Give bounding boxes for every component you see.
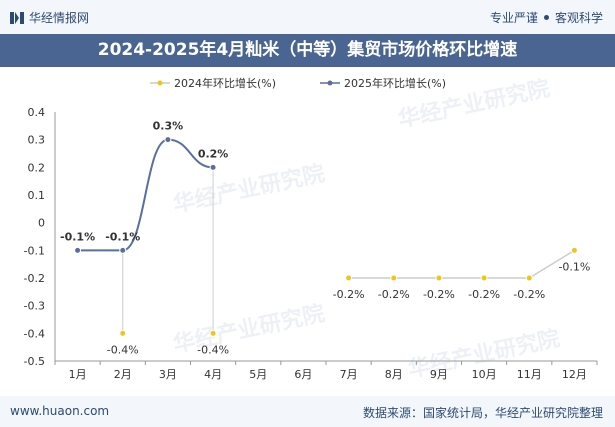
y-tick-label: 0.2 bbox=[28, 161, 46, 174]
y-tick-label: -0.4 bbox=[24, 327, 45, 340]
dot-icon bbox=[543, 15, 549, 20]
series-2024-point bbox=[345, 274, 353, 282]
series-2024-label: -0.2% bbox=[333, 288, 365, 301]
legend-label: 2025年环比增长(%) bbox=[344, 76, 446, 90]
series-2025-label: 0.2% bbox=[198, 147, 229, 160]
series-2025-point bbox=[74, 246, 82, 254]
series-2024-label: -0.4% bbox=[197, 343, 229, 356]
chart-title: 2024-2025年4月籼米（中等）集贸市场价格环比增速 bbox=[0, 34, 615, 67]
svg-text:华经产业研究院: 华经产业研究院 bbox=[171, 160, 327, 217]
series-2024-label: -0.2% bbox=[423, 288, 455, 301]
series-2025-label: 0.3% bbox=[153, 120, 184, 133]
y-tick-label: 0.3 bbox=[28, 134, 46, 147]
series-2024-line bbox=[348, 249, 575, 279]
series-2024-label: -0.1% bbox=[558, 260, 590, 273]
series-2025-point bbox=[164, 136, 172, 144]
logo-icon bbox=[10, 11, 24, 24]
series-2024-point bbox=[435, 274, 443, 282]
x-tick-label: 5月 bbox=[249, 368, 267, 381]
series-lines bbox=[77, 138, 575, 334]
series-2024-label: -0.2% bbox=[378, 288, 410, 301]
series-2024-label: -0.2% bbox=[513, 288, 545, 301]
x-tick-label: 12月 bbox=[562, 368, 587, 381]
x-tick-label: 6月 bbox=[294, 368, 312, 381]
brand: 华经情报网 bbox=[10, 9, 89, 26]
footer: www.huaon.com 数据来源：国家统计局，华经产业研究院整理 bbox=[0, 396, 615, 427]
y-axis: 0.4 0.3 0.2 0.1 0 -0.1 -0.2 -0.3 -0.4 -0.5 bbox=[24, 106, 56, 368]
x-tick-label: 7月 bbox=[340, 368, 358, 381]
y-tick-label: -0.5 bbox=[24, 355, 45, 368]
x-tick-label: 4月 bbox=[204, 368, 222, 381]
x-axis: 1月 2月 3月 4月 5月 6月 7月 8月 9月 10月 11月 12月 bbox=[54, 360, 598, 381]
x-tick-label: 10月 bbox=[472, 368, 497, 381]
legend-marker bbox=[157, 80, 163, 86]
x-tick-label: 11月 bbox=[517, 368, 542, 381]
legend-label: 2024年环比增长(%) bbox=[174, 76, 276, 90]
watermark: 华经产业研究院 华经产业研究院 华经产业研究院 华经产业研究院 bbox=[171, 75, 562, 382]
brand-name: 华经情报网 bbox=[29, 11, 90, 25]
legend: 2024年环比增长(%) 2025年环比增长(%) bbox=[150, 76, 446, 90]
series-2025-line bbox=[77, 138, 214, 252]
footer-url: www.huaon.com bbox=[10, 404, 110, 418]
y-tick-label: 0.1 bbox=[28, 189, 46, 202]
series-2025-label: -0.1% bbox=[60, 230, 95, 243]
series-2024-point bbox=[480, 274, 488, 282]
series-2024-point bbox=[570, 246, 578, 254]
x-tick-label: 9月 bbox=[430, 368, 448, 381]
series-2024-point bbox=[209, 329, 217, 337]
slogan-right: 客观科学 bbox=[554, 11, 603, 25]
x-tick-label: 3月 bbox=[159, 368, 177, 381]
svg-text:华经产业研究院: 华经产业研究院 bbox=[171, 300, 327, 357]
data-labels: -0.4% -0.4% -0.2% -0.2% -0.2% -0.2% -0.2% -0.1%… bbox=[60, 120, 590, 357]
y-tick-label: -0.3 bbox=[24, 300, 45, 313]
series-2024-point bbox=[119, 329, 127, 337]
x-tick-label: 2月 bbox=[114, 368, 132, 381]
footer-source: 数据来源：国家统计局，华经产业研究院整理 bbox=[362, 406, 603, 420]
y-tick-label: -0.1 bbox=[24, 244, 45, 257]
top-bar: 华经情报网 专业严谨 客观科学 bbox=[0, 0, 615, 34]
legend-marker bbox=[327, 80, 333, 86]
slogan-left: 专业严谨 bbox=[489, 11, 538, 25]
series-2024-point bbox=[525, 274, 533, 282]
legend-item-0: 2024年环比增长(%) bbox=[150, 76, 276, 90]
series-2024-point bbox=[390, 274, 398, 282]
series-2025-label: -0.1% bbox=[105, 230, 140, 243]
x-tick-label: 1月 bbox=[69, 368, 87, 381]
line-chart: 华经产业研究院 华经产业研究院 华经产业研究院 华经产业研究院 2024年环比增… bbox=[24, 75, 598, 383]
series-points bbox=[74, 136, 578, 337]
y-tick-label: 0.4 bbox=[28, 106, 46, 119]
series-2025-point bbox=[119, 246, 127, 254]
slogan: 专业严谨 客观科学 bbox=[490, 9, 603, 26]
legend-item-1: 2025年环比增长(%) bbox=[320, 76, 446, 90]
series-2024-label: -0.4% bbox=[107, 343, 139, 356]
y-tick-label: 0 bbox=[38, 217, 45, 230]
y-tick-label: -0.2 bbox=[24, 272, 45, 285]
series-2024-label: -0.2% bbox=[468, 288, 500, 301]
series-2025-point bbox=[209, 163, 217, 171]
x-tick-label: 8月 bbox=[385, 368, 403, 381]
